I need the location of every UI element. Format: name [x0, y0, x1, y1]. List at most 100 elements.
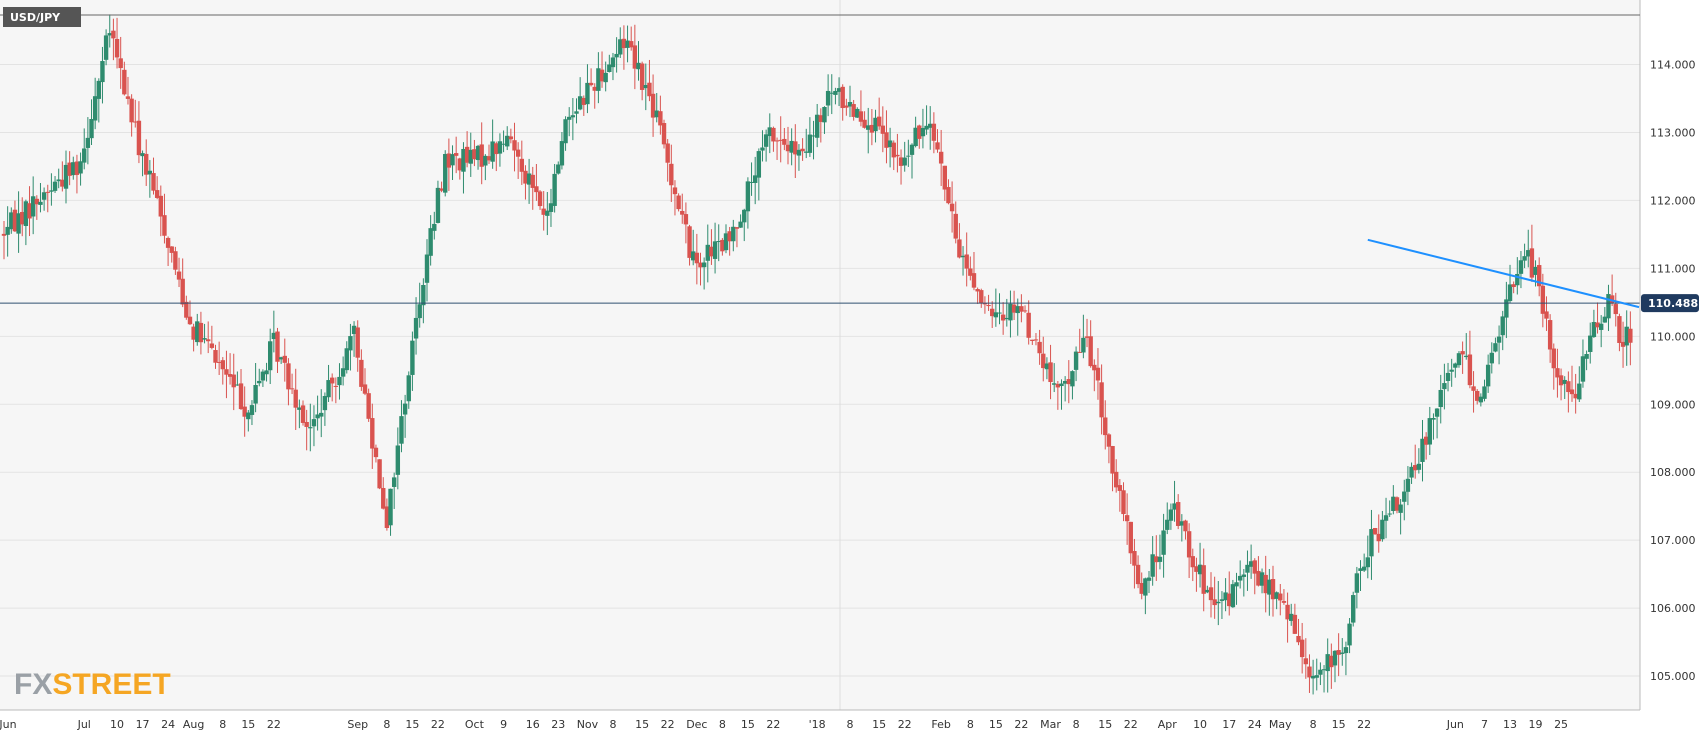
- candle: [1584, 350, 1589, 371]
- candle-body: [1471, 386, 1476, 391]
- candle: [82, 128, 87, 170]
- candle-body: [1562, 379, 1567, 384]
- candle-body: [1030, 339, 1035, 341]
- candle-body: [136, 120, 142, 156]
- candle: [377, 459, 382, 490]
- candle-body: [1278, 593, 1283, 601]
- candle: [475, 144, 481, 170]
- candle: [96, 78, 102, 123]
- candle-body: [362, 384, 368, 394]
- candle-body: [1544, 311, 1549, 319]
- candle: [1274, 591, 1279, 610]
- candle: [913, 116, 918, 148]
- candle-body: [1464, 355, 1469, 358]
- candle: [16, 191, 21, 253]
- candlestick-series: [1, 14, 1633, 695]
- candle: [982, 296, 988, 314]
- candle: [727, 226, 732, 256]
- candle: [1620, 321, 1626, 368]
- candle-body: [238, 383, 244, 410]
- candle: [421, 278, 426, 324]
- symbol-badge-background: [3, 7, 81, 27]
- candle: [884, 110, 889, 164]
- candle: [763, 129, 769, 162]
- candle: [1066, 360, 1071, 404]
- candle-body: [567, 116, 572, 120]
- candle-body: [34, 198, 40, 205]
- candle: [67, 151, 72, 186]
- candle-body: [100, 61, 105, 83]
- candle: [1493, 337, 1498, 353]
- candle-body: [501, 143, 506, 145]
- candle: [898, 149, 904, 185]
- candle-body: [1496, 336, 1502, 343]
- candle-body: [1376, 533, 1381, 542]
- logo-part-street: STREET: [52, 668, 170, 701]
- candle-body: [391, 477, 397, 487]
- candle: [1354, 566, 1360, 609]
- candle: [1157, 534, 1163, 570]
- candle-body: [895, 154, 900, 157]
- candle-body: [329, 377, 335, 384]
- candle-body: [621, 38, 627, 49]
- candle-body: [1522, 256, 1527, 261]
- candle: [1489, 342, 1494, 374]
- candle: [486, 144, 492, 164]
- price-label: 110.488: [1641, 294, 1699, 313]
- candle-body: [1084, 336, 1090, 338]
- candle-body: [227, 374, 233, 377]
- candle-body: [1314, 675, 1319, 678]
- x-tick-label: 24: [161, 718, 175, 731]
- x-tick-label: 8: [1310, 718, 1317, 731]
- candle: [1558, 368, 1564, 401]
- x-tick-label: 8: [609, 718, 616, 731]
- x-tick-label: Feb: [931, 718, 950, 731]
- candle-body: [453, 153, 459, 156]
- candle-body: [220, 360, 225, 370]
- candle: [1500, 310, 1505, 351]
- candle: [187, 300, 193, 325]
- candle-body: [960, 255, 966, 258]
- candle: [242, 386, 247, 437]
- candle-body: [497, 141, 503, 154]
- candle-body: [548, 203, 554, 212]
- candle-body: [716, 241, 721, 243]
- candle-body: [41, 192, 47, 200]
- candle-body: [402, 403, 408, 415]
- candle: [1351, 591, 1356, 627]
- x-tick-label: 15: [1098, 718, 1112, 731]
- candle-body: [490, 141, 495, 162]
- candle: [260, 369, 266, 387]
- candle: [1088, 320, 1093, 368]
- candle: [1591, 309, 1597, 338]
- candle-body: [742, 209, 747, 223]
- candle-body: [596, 68, 601, 91]
- candle: [1522, 243, 1527, 269]
- candle-body: [224, 369, 229, 375]
- candle: [1052, 363, 1057, 393]
- candle-body: [27, 203, 32, 219]
- candle-body: [103, 35, 109, 60]
- candle: [876, 97, 882, 130]
- candle: [1143, 577, 1148, 615]
- candle-body: [610, 57, 616, 68]
- candle-body: [570, 115, 576, 118]
- candle: [990, 301, 995, 328]
- candle-body: [377, 459, 382, 489]
- candle: [1340, 638, 1345, 666]
- candle-body: [297, 407, 302, 410]
- candle-body: [1372, 528, 1378, 535]
- candle: [468, 132, 473, 177]
- candle-body: [771, 127, 776, 142]
- candle: [669, 144, 674, 202]
- candle-body: [855, 108, 860, 118]
- candle-body: [712, 241, 718, 259]
- candle: [1391, 485, 1396, 515]
- candle-body: [986, 305, 991, 307]
- candle-body: [1194, 566, 1199, 572]
- candle: [359, 349, 364, 391]
- candle-body: [308, 427, 313, 429]
- plot-background: [0, 0, 1640, 710]
- candle: [953, 201, 958, 244]
- candle-body: [928, 123, 933, 128]
